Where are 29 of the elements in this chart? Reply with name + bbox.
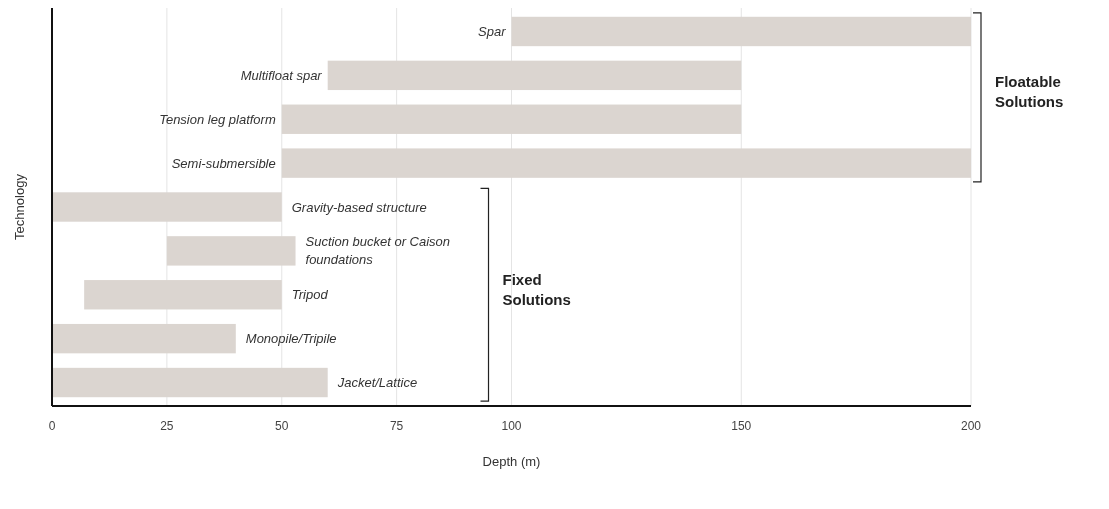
bar	[166, 236, 296, 266]
y-tick-label: Multifloat spar	[240, 67, 323, 83]
x-tick-label: 200	[960, 419, 982, 433]
y-tick-label: Monopile/Tripile	[245, 331, 337, 347]
x-tick-label: 50	[275, 419, 289, 433]
bar	[84, 280, 282, 310]
y-tick-label: Suction bucket or Caison foundations	[305, 234, 451, 268]
y-tick-label: Jacket/Lattice	[336, 375, 418, 391]
y-tick-label: Gravity-based structure	[291, 199, 427, 215]
y-tick-label: Tripod	[291, 287, 329, 303]
bar	[52, 323, 236, 354]
x-tick-label: 25	[160, 419, 174, 433]
x-tick-label: 75	[389, 419, 404, 433]
x-tick-label: 0	[48, 419, 56, 433]
x-tick-label: 100	[501, 419, 522, 433]
text: Floatable Solutions	[995, 73, 1064, 111]
y-tick-label: Spar	[478, 24, 507, 40]
bar	[281, 148, 971, 178]
bar	[52, 192, 282, 222]
bar	[281, 104, 742, 134]
y-axis-title: Technology	[12, 173, 27, 240]
annotation: Fixed Solutions	[502, 270, 571, 308]
y-tick-label: Tension leg platform	[159, 111, 276, 127]
bar	[327, 60, 742, 91]
x-axis-title: Depth (m)	[482, 454, 541, 469]
bar	[52, 367, 328, 398]
x-tick-label: 150	[731, 419, 752, 433]
y-tick-label: Semi-submersible	[171, 155, 276, 171]
bar	[511, 16, 971, 47]
